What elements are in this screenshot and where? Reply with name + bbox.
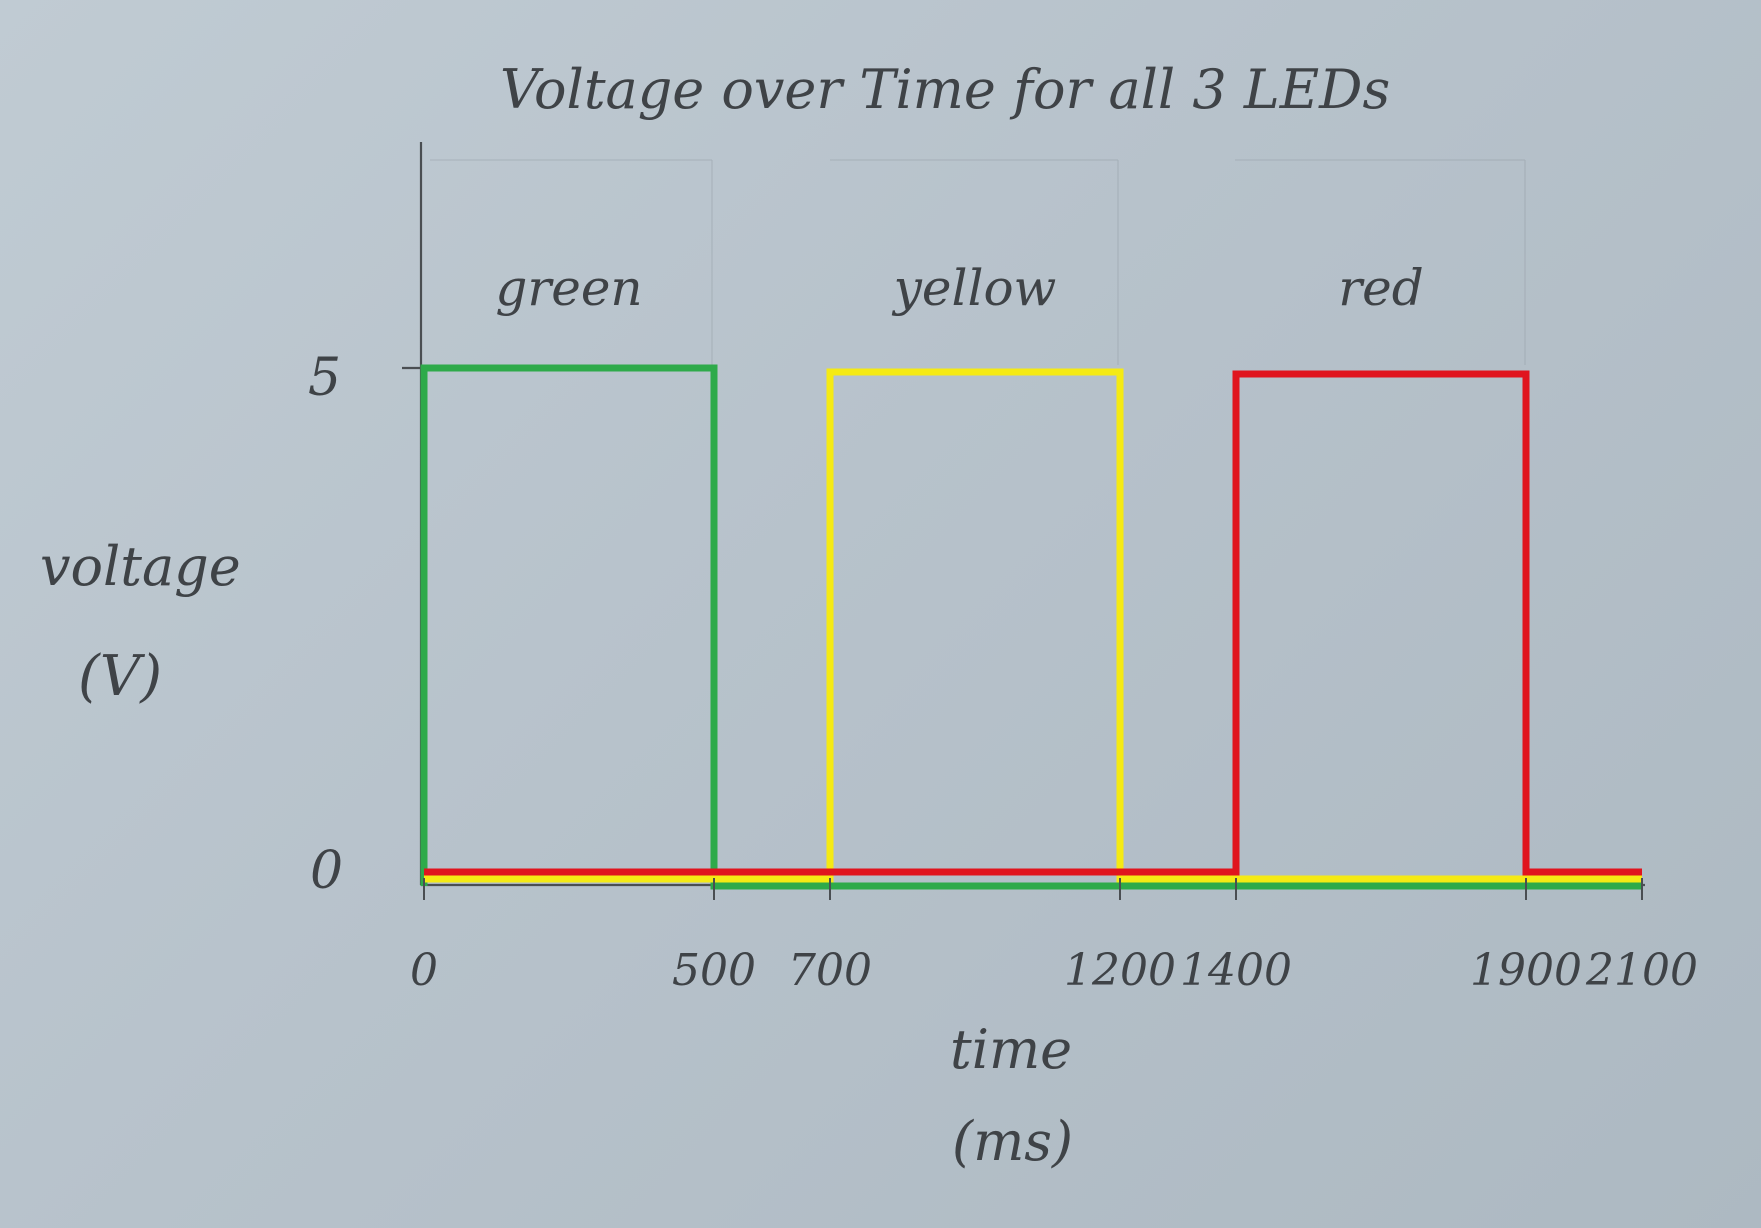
series-label-green: green [495, 259, 642, 317]
series-line-yellow [424, 368, 1642, 883]
y-axis-unit: (V) [78, 644, 162, 709]
x-tick-label-700: 700 [788, 945, 872, 996]
x-axis-unit: (ms) [952, 1110, 1073, 1173]
series-line-green [420, 364, 1642, 890]
series-label-yellow: yellow [892, 259, 1057, 317]
series-label-red: red [1338, 259, 1424, 317]
x-axis-label: time [950, 1018, 1072, 1081]
y-axis-label: voltage [40, 535, 241, 598]
x-tick-label-2100: 2100 [1585, 945, 1698, 996]
x-tick-label-1200: 1200 [1064, 945, 1176, 996]
pencil-guides [430, 159, 1526, 365]
y-tick-label-0: 0 [310, 841, 343, 901]
y-tick-label-5: 5 [308, 348, 341, 408]
chart-title: Voltage over Time for all 3 LEDs [500, 58, 1390, 121]
series-line-red [424, 370, 1642, 876]
x-ticks: 0 500 700 1200 1400 1900 2100 [410, 878, 1698, 996]
x-tick-label-500: 500 [672, 945, 756, 996]
x-tick-label-1400: 1400 [1180, 945, 1292, 996]
x-tick-label-0: 0 [410, 945, 438, 996]
axes [402, 142, 1645, 887]
series-labels: green yellow red [495, 259, 1423, 317]
series-layer [420, 364, 1642, 890]
x-tick-label-1900: 1900 [1470, 945, 1582, 996]
